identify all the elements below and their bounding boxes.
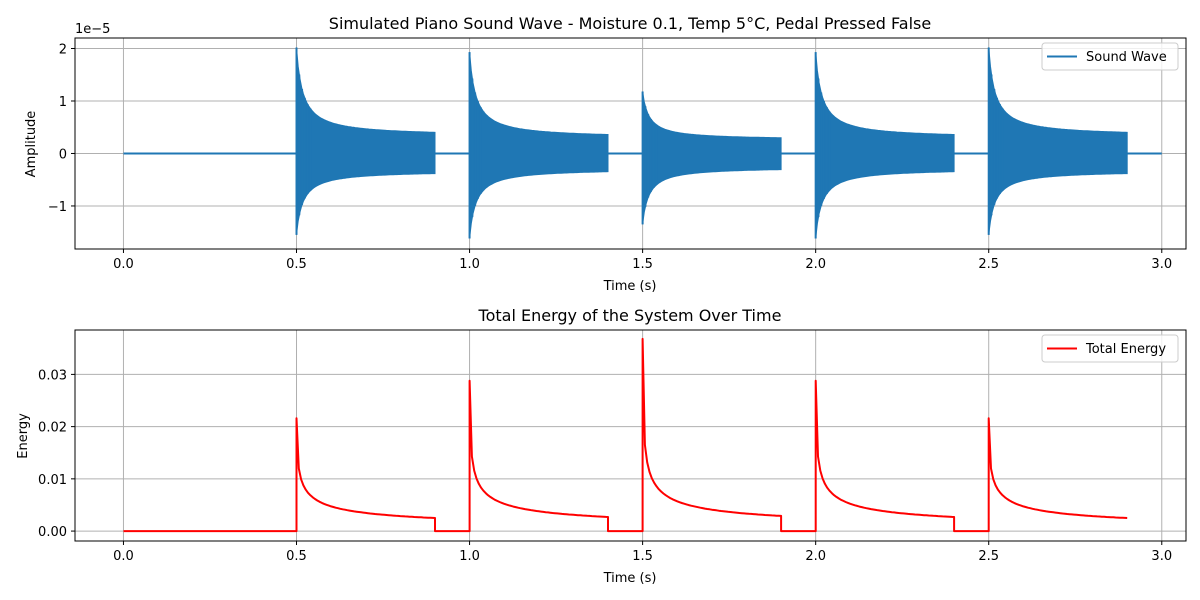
sound-wave-legend: Sound Wave [1041, 42, 1179, 71]
total-energy-x-tick-label: 0.0 [113, 549, 134, 564]
total-energy-ticks: 0.0 0.5 1.0 1.5 2.0 2.5 3.0 0.00 0.01 0.02 0.03 [38, 368, 1172, 564]
sound-wave-note-burst [469, 52, 609, 239]
sound-wave-y-tick-label: −1 [48, 200, 67, 215]
total-energy-x-tick-label: 2.0 [805, 549, 826, 564]
sound-wave-chart: 0.0 0.5 1.0 1.5 2.0 2.5 3.0 −1 0 1 2 Simulated Pia… [24, 14, 1187, 294]
sound-wave-y-tick-label: 1 [59, 95, 67, 110]
sound-wave-x-tick-label: 0.5 [286, 257, 307, 272]
sound-wave-note-burst [988, 47, 1128, 235]
total-energy-x-tick-label: 3.0 [1151, 549, 1172, 564]
total-energy-legend-label: Total Energy [1085, 342, 1166, 357]
sound-wave-note-burst [642, 91, 782, 225]
sound-wave-ylabel: Amplitude [24, 111, 39, 178]
sound-wave-x-tick-label: 1.5 [632, 257, 653, 272]
sound-wave-x-tick-label: 2.0 [805, 257, 826, 272]
total-energy-legend: Total Energy [1041, 334, 1179, 363]
total-energy-chart: 0.0 0.5 1.0 1.5 2.0 2.5 3.0 0.00 0.01 0.02 0.03 To… [16, 306, 1187, 586]
sound-wave-x-tick-label: 2.5 [978, 257, 999, 272]
sound-wave-legend-box [1041, 42, 1179, 71]
total-energy-x-tick-label: 0.5 [286, 549, 307, 564]
total-energy-legend-box [1041, 334, 1179, 363]
sound-wave-xlabel: Time (s) [603, 279, 657, 294]
total-energy-y-tick-label: 0.00 [38, 525, 67, 540]
sound-wave-title: Simulated Piano Sound Wave - Moisture 0.… [329, 14, 931, 33]
total-energy-x-tick-label: 2.5 [978, 549, 999, 564]
sound-wave-offset-text: 1e−5 [75, 22, 110, 37]
total-energy-title: Total Energy of the System Over Time [478, 306, 782, 325]
total-energy-y-tick-label: 0.03 [38, 368, 67, 383]
total-energy-axes-frame [74, 329, 1187, 542]
sound-wave-legend-label: Sound Wave [1086, 50, 1167, 65]
sound-wave-y-tick-label: 0 [59, 147, 67, 162]
sound-wave-note-burst [815, 52, 955, 239]
total-energy-x-tick-label: 1.0 [459, 549, 480, 564]
total-energy-ylabel: Energy [16, 413, 31, 459]
total-energy-xlabel: Time (s) [603, 571, 657, 586]
sound-wave-y-tick-label: 2 [59, 42, 67, 57]
sound-wave-axes-frame [74, 37, 1187, 250]
total-energy-x-tick-label: 1.5 [632, 549, 653, 564]
sound-wave-note-burst [296, 47, 436, 235]
total-energy-y-tick-label: 0.02 [38, 421, 67, 436]
sound-wave-x-tick-label: 1.0 [459, 257, 480, 272]
sound-wave-x-tick-label: 0.0 [113, 257, 134, 272]
total-energy-series [123, 337, 1128, 533]
total-energy-y-tick-label: 0.01 [38, 473, 67, 488]
total-energy-line [123, 337, 1128, 533]
sound-wave-x-tick-label: 3.0 [1151, 257, 1172, 272]
sound-wave-ticks: 0.0 0.5 1.0 1.5 2.0 2.5 3.0 −1 0 1 2 [48, 42, 1172, 272]
sound-wave-series [123, 47, 1162, 239]
